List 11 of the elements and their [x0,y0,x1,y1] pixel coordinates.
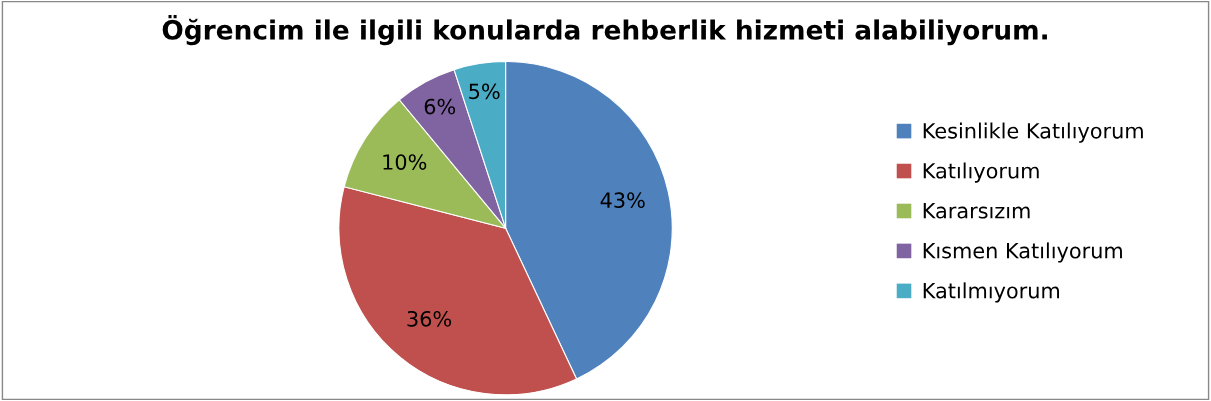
chart-title: Öğrencim ile ilgili konularda rehberlik hizmeti alabiliyorum. [162,15,1047,46]
data-label: 43% [600,192,645,209]
legend-label: Katılıyorum [923,162,1039,183]
data-label: 5% [469,83,500,100]
legend-label: Kesinlikle Katılıyorum [923,122,1143,143]
data-label: 6% [424,98,456,115]
data-label: 10% [383,154,427,170]
legend-label: Katılmıyorum [923,282,1059,303]
data-label: 36% [407,310,452,327]
legend-label: Kararsızım [923,203,1030,219]
legend-label: Kısmen Katılıyorum [923,242,1122,263]
